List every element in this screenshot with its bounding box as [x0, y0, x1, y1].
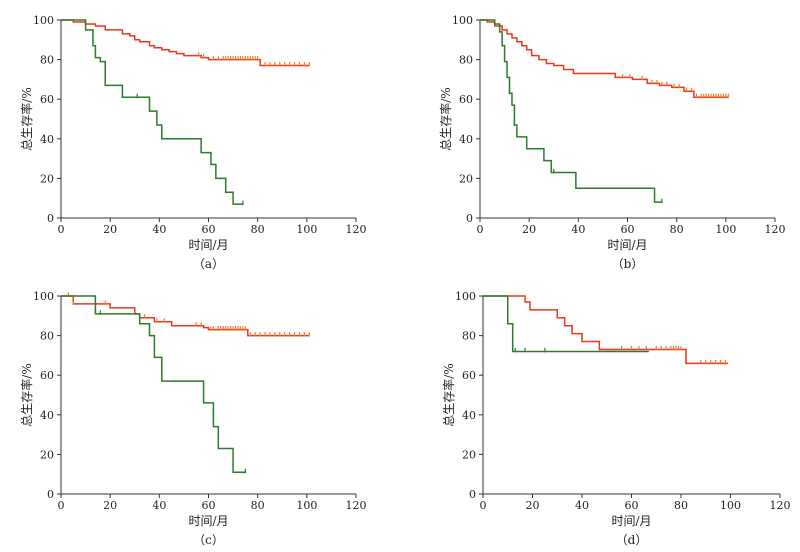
y-tick-label: 60: [459, 93, 473, 106]
x-tick-label: 20: [526, 499, 540, 512]
y-tick-label: 20: [459, 172, 473, 185]
x-tick-label: 40: [571, 223, 585, 236]
y-tick-label: 100: [455, 290, 476, 303]
x-axis-label: 时间/月: [188, 514, 228, 528]
y-tick-label: 0: [47, 212, 54, 225]
x-axis-label: 时间/月: [611, 514, 651, 528]
y-tick-label: 60: [462, 369, 476, 382]
y-tick-label: 40: [462, 409, 476, 422]
x-tick-label: 20: [103, 499, 117, 512]
series-red-curve: [480, 19, 729, 98]
series-green-curve: [61, 295, 246, 473]
x-axis-label: 时间/月: [607, 238, 647, 252]
y-tick-label: 80: [459, 54, 473, 67]
x-tick-label: 60: [621, 223, 635, 236]
panel-caption: （c）: [193, 533, 224, 547]
y-axis-label: 总生存率/%: [441, 363, 456, 426]
panel-d: 0 20 40 60 80 100 120 0 20 40 60 80 100 时间/月 总生存率/% （d）: [441, 290, 791, 547]
x-tick-label: 20: [522, 223, 536, 236]
y-tick-label: 0: [47, 488, 54, 501]
x-tick-label: 0: [58, 223, 65, 236]
panel-caption: （a）: [193, 257, 224, 271]
x-tick-label: 40: [575, 499, 589, 512]
panel-c: 0 20 40 60 80 100 120 0 20 40 60 80 100 时间/月 总生存率/% （c）: [19, 290, 367, 547]
x-tick-label: 120: [770, 499, 791, 512]
panel-b: 0 20 40 60 80 100 120 0 20 40 60 80 100 时间/月 总生存率/% （b）: [438, 14, 786, 271]
y-tick-label: 20: [40, 448, 54, 461]
x-tick-label: 80: [251, 499, 265, 512]
y-tick-label: 0: [466, 212, 473, 225]
x-tick-label: 100: [296, 223, 317, 236]
series-red-curve: [483, 295, 729, 365]
y-tick-label: 100: [33, 290, 54, 303]
y-axis-label: 总生存率/%: [19, 87, 34, 150]
x-tick-label: 60: [625, 499, 639, 512]
y-tick-label: 100: [33, 14, 54, 27]
x-tick-label: 40: [152, 223, 166, 236]
x-tick-label: 60: [202, 499, 216, 512]
panel-a: 0 20 40 60 80 100 120 0 20 40 60 80 100 时间/月 总生存率/% （a）: [19, 14, 367, 271]
series-green-curve: [480, 19, 662, 203]
series-green-curve: [483, 295, 649, 353]
y-tick-label: 20: [40, 172, 54, 185]
y-tick-label: 40: [40, 409, 54, 422]
x-tick-label: 80: [670, 223, 684, 236]
x-tick-label: 100: [296, 499, 317, 512]
panel-caption: （b）: [612, 257, 644, 271]
y-tick-label: 40: [459, 133, 473, 146]
x-tick-label: 20: [103, 223, 117, 236]
panel-caption: （d）: [616, 533, 648, 547]
x-tick-label: 60: [202, 223, 216, 236]
x-tick-label: 100: [715, 223, 736, 236]
y-axis-label: 总生存率/%: [19, 363, 34, 426]
x-tick-label: 80: [251, 223, 265, 236]
y-tick-label: 60: [40, 93, 54, 106]
y-tick-label: 20: [462, 448, 476, 461]
x-tick-label: 0: [480, 499, 487, 512]
x-tick-label: 120: [765, 223, 786, 236]
y-tick-label: 100: [452, 14, 473, 27]
series-red-curve: [61, 19, 310, 67]
y-axis-label: 总生存率/%: [438, 87, 453, 150]
x-tick-label: 120: [346, 223, 367, 236]
x-tick-label: 0: [477, 223, 484, 236]
y-tick-label: 80: [40, 330, 54, 343]
y-tick-label: 0: [469, 488, 476, 501]
y-tick-label: 40: [40, 133, 54, 146]
y-tick-label: 80: [462, 330, 476, 343]
x-axis-label: 时间/月: [188, 238, 228, 252]
x-tick-label: 40: [152, 499, 166, 512]
series-green-curve: [61, 19, 243, 205]
x-tick-label: 80: [674, 499, 688, 512]
x-tick-label: 100: [720, 499, 741, 512]
y-tick-label: 60: [40, 369, 54, 382]
y-tick-label: 80: [40, 54, 54, 67]
x-tick-label: 120: [346, 499, 367, 512]
series-red-curve: [61, 295, 310, 337]
x-tick-label: 0: [58, 499, 65, 512]
